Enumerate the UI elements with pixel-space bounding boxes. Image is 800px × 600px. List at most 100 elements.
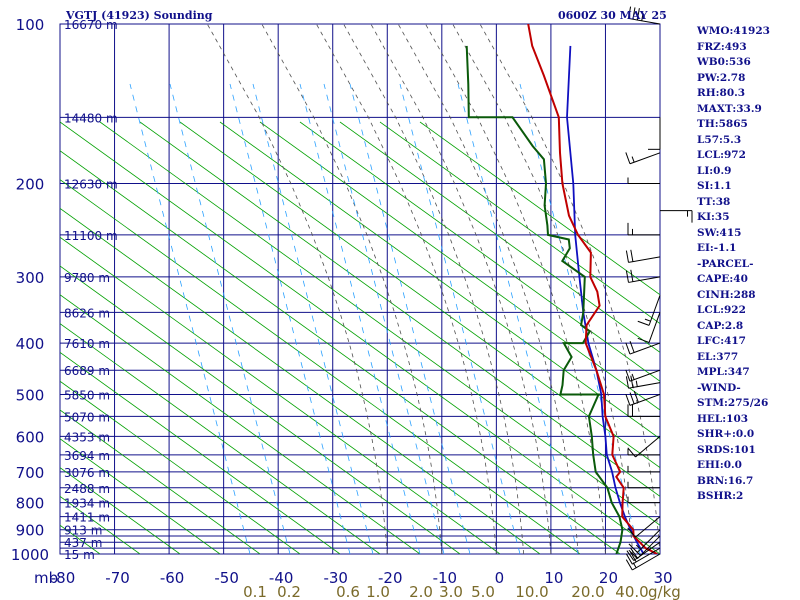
wind-barb — [660, 210, 693, 223]
index-entry: PW:2.78 — [697, 71, 746, 84]
height-label: 7610 m — [64, 337, 110, 351]
dry-adiabat — [379, 121, 660, 325]
wind-barb-flag — [644, 318, 651, 322]
mixing-ratio-label: 40.0 — [615, 583, 648, 600]
index-entry: BSHR:2 — [697, 490, 744, 502]
dry-adiabat — [99, 121, 660, 526]
wind-barb-staff — [635, 436, 661, 458]
wind-barb-staff — [628, 17, 661, 25]
wind-barb-staff — [648, 312, 661, 343]
moist-adiabat — [397, 24, 579, 554]
wind-barb-flag — [629, 551, 637, 563]
temperature-tick-label: -50 — [214, 569, 239, 587]
wind-barb-flag — [627, 447, 636, 458]
index-entry: SW:415 — [697, 226, 742, 239]
wind-barb-staff — [629, 369, 661, 382]
x-axis-unit-label: mb — [34, 569, 58, 587]
index-entry: CINH:288 — [697, 288, 756, 301]
dry-adiabat — [60, 294, 421, 554]
dry-adiabat — [60, 351, 341, 554]
station-title: VGTJ (41923) Sounding — [66, 9, 213, 22]
index-entry: TT:38 — [697, 195, 731, 208]
mixing-ratio-label: 0.1 — [243, 583, 267, 600]
wind-barb-staff — [648, 295, 661, 326]
adiabat-lines — [60, 24, 660, 554]
moist-adiabat — [452, 24, 634, 554]
wind-barb-flag — [625, 376, 629, 389]
height-label: 9780 m — [64, 271, 110, 285]
moist-adiabat — [261, 24, 443, 554]
sounding-datetime: 0600Z 30 MAY 25 — [558, 9, 667, 22]
wind-barb-flag — [630, 249, 634, 262]
index-entry: SHR+:0.0 — [697, 428, 755, 440]
mixing-ratio-line — [299, 83, 421, 554]
dry-adiabat — [259, 121, 660, 411]
wind-barb-flag — [630, 547, 638, 559]
wind-barb-flag — [632, 562, 637, 569]
wind-barb — [627, 404, 660, 417]
mixing-ratio-line — [457, 83, 579, 554]
wind-barb-flag — [631, 373, 635, 380]
wind-barb — [637, 312, 661, 343]
height-label: 8626 m — [64, 306, 110, 320]
wind-barb-flag — [636, 8, 640, 21]
moist-adiabat — [316, 24, 497, 554]
wind-barb — [625, 375, 661, 389]
index-entry: STM:275/26 — [697, 397, 769, 409]
wind-barb-flag — [637, 320, 650, 326]
temperature-tick-label: 10 — [544, 569, 563, 587]
wind-barb — [627, 481, 660, 489]
dry-adiabat — [60, 409, 261, 554]
index-entry: WMO:41923 — [697, 25, 770, 37]
wind-barb-staff — [632, 547, 661, 565]
height-label: 1411 m — [64, 511, 110, 525]
dry-adiabat — [60, 438, 221, 554]
dry-adiabat — [60, 207, 541, 554]
height-label: 2488 m — [64, 482, 110, 496]
mixing-ratio-label: 1.0 — [366, 583, 390, 600]
pressure-tick-label: 500 — [16, 386, 45, 404]
index-entry: EL:377 — [697, 350, 739, 363]
index-entry: MPL:347 — [697, 366, 750, 378]
mixing-ratio-label: 5.0 — [471, 583, 495, 600]
wind-barb-flag — [625, 559, 633, 571]
height-label: 14480 m — [64, 111, 118, 125]
index-entry: TH:5865 — [697, 118, 748, 130]
index-entry: EHI:0.0 — [697, 459, 742, 471]
wind-barb-staff — [628, 276, 661, 283]
temperature-profile — [527, 24, 658, 554]
pressure-tick-label: 900 — [16, 522, 45, 540]
moist-adiabat — [425, 24, 606, 554]
wind-barb-flag — [625, 553, 633, 565]
wind-barbs — [625, 6, 693, 571]
parcel-path — [566, 45, 645, 554]
wind-barb — [628, 529, 661, 553]
wind-barb-flag — [635, 550, 641, 556]
height-label: 11100 m — [64, 229, 118, 243]
index-entry: L57:5.3 — [697, 133, 742, 146]
wind-barb — [625, 547, 661, 565]
wind-barb-flag — [630, 269, 634, 282]
wind-barb-staff — [629, 152, 661, 165]
moist-adiabat — [343, 24, 524, 554]
index-entry: SRDS:101 — [697, 443, 756, 456]
dry-adiabat — [219, 121, 660, 440]
height-label: 6689 m — [64, 364, 110, 378]
wind-barb-flag — [625, 393, 631, 406]
height-label: 3694 m — [64, 449, 110, 463]
dry-adiabat — [60, 179, 581, 554]
mixing-ratio-line — [229, 83, 351, 554]
dry-adiabat — [299, 121, 660, 382]
mixing-ratio-line — [129, 83, 251, 554]
wind-barb — [625, 269, 661, 283]
pressure-tick-label: 600 — [16, 428, 45, 446]
height-label: 4353 m — [64, 430, 110, 444]
mixing-ratio-line — [349, 83, 471, 554]
temperature-tick-label: 20 — [599, 569, 618, 587]
wind-barb-flag — [625, 270, 629, 283]
height-label: 16670 m — [64, 18, 118, 32]
index-entry: -PARCEL- — [697, 257, 754, 270]
dry-adiabat — [60, 121, 660, 554]
temperature-tick-label: 30 — [653, 569, 672, 587]
